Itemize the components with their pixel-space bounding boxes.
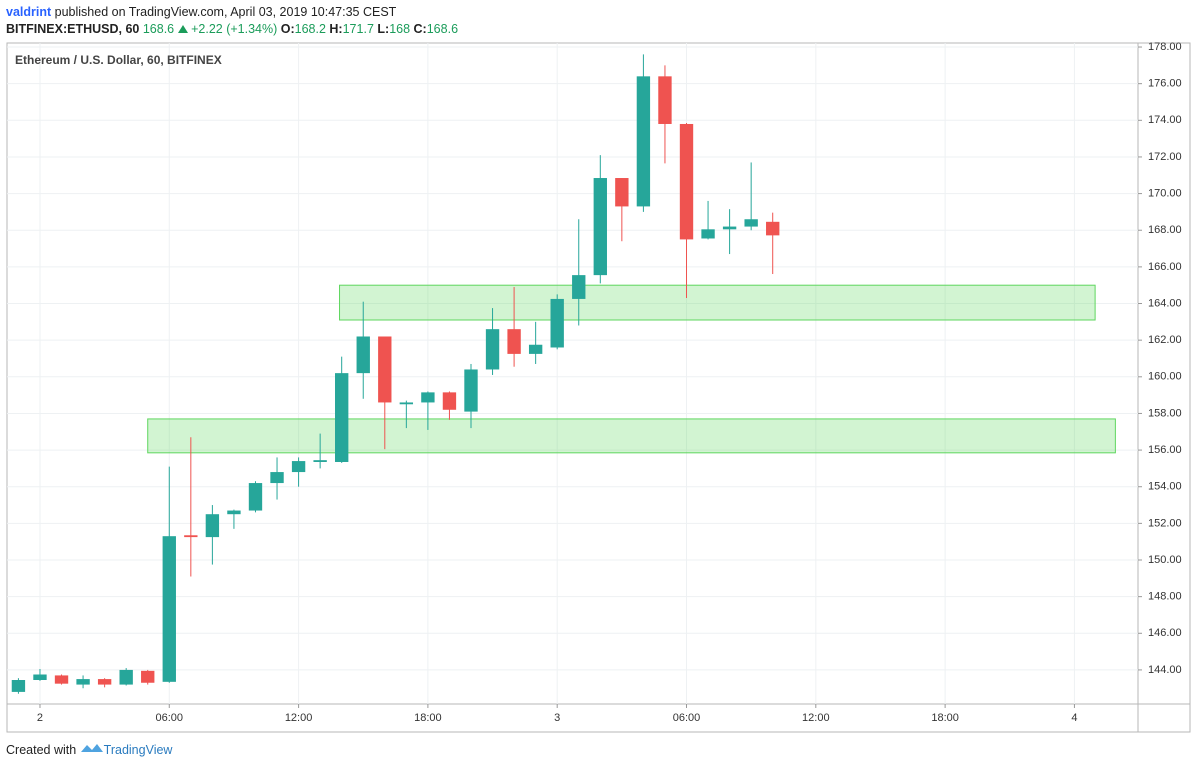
y-tick-label: 166.00 bbox=[1148, 261, 1182, 273]
candle-body bbox=[701, 229, 715, 239]
y-tick-label: 144.00 bbox=[1148, 664, 1182, 676]
y-tick-label: 170.00 bbox=[1148, 187, 1182, 199]
candle-body bbox=[227, 510, 241, 515]
candle-body bbox=[722, 226, 737, 230]
candle-body bbox=[313, 460, 327, 462]
chart-title: Ethereum / U.S. Dollar, 60, BITFINEX bbox=[15, 53, 222, 67]
y-tick-label: 162.00 bbox=[1148, 334, 1182, 346]
x-tick-label: 18:00 bbox=[931, 712, 959, 724]
candle-body bbox=[615, 178, 629, 207]
x-tick-label: 3 bbox=[554, 712, 560, 724]
candle-body bbox=[248, 483, 263, 511]
candle-body bbox=[658, 76, 672, 124]
y-tick-label: 168.00 bbox=[1148, 224, 1182, 236]
candle-body bbox=[744, 219, 758, 227]
y-tick-label: 160.00 bbox=[1148, 371, 1182, 383]
low-value: 168 bbox=[389, 22, 411, 36]
x-tick-label: 4 bbox=[1071, 712, 1077, 724]
y-tick-label: 158.00 bbox=[1148, 407, 1182, 419]
y-tick-label: 178.00 bbox=[1148, 41, 1182, 53]
y-tick-label: 152.00 bbox=[1148, 517, 1182, 529]
candle-body bbox=[11, 680, 26, 692]
symbol-line: BITFINEX:ETHUSD, 60 168.6 +2.22 (+1.34%)… bbox=[6, 22, 458, 36]
grid bbox=[7, 43, 1138, 704]
last-price: 168.6 bbox=[142, 22, 175, 36]
candle-body bbox=[76, 679, 90, 685]
x-tick-label: 18:00 bbox=[414, 712, 442, 724]
candle-body bbox=[528, 344, 543, 354]
y-tick-label: 156.00 bbox=[1148, 444, 1182, 456]
tv-brand[interactable]: TradingView bbox=[103, 743, 173, 757]
candle-body bbox=[119, 669, 133, 685]
open-label: O: bbox=[280, 22, 295, 36]
candle-body bbox=[550, 298, 564, 348]
x-tick-label: 06:00 bbox=[156, 712, 184, 724]
candle-body bbox=[54, 675, 69, 684]
chart-frame bbox=[6, 42, 1191, 733]
y-tick-label: 174.00 bbox=[1148, 114, 1182, 126]
y-tick-label: 176.00 bbox=[1148, 78, 1182, 90]
change: +2.22 (+1.34%) bbox=[191, 22, 278, 36]
y-tick-label: 148.00 bbox=[1148, 591, 1182, 603]
candle-body bbox=[162, 536, 176, 682]
candle-body bbox=[679, 123, 694, 240]
candle-body bbox=[184, 535, 198, 538]
created-with: Created with bbox=[6, 743, 77, 757]
y-tick-label: 154.00 bbox=[1148, 481, 1182, 493]
up-arrow bbox=[177, 25, 188, 33]
close-value: 168.6 bbox=[426, 22, 459, 36]
candle-body bbox=[33, 674, 47, 681]
y-tick-label: 172.00 bbox=[1148, 151, 1182, 163]
candle-body bbox=[572, 275, 586, 299]
candle-body bbox=[335, 373, 349, 462]
high-value: 171.7 bbox=[342, 22, 374, 36]
author[interactable]: valdrint bbox=[6, 5, 52, 19]
close-label: C: bbox=[413, 22, 427, 36]
y-tick-label: 150.00 bbox=[1148, 554, 1182, 566]
symbol: BITFINEX:ETHUSD, 60 bbox=[6, 22, 140, 36]
candle-body bbox=[97, 679, 112, 685]
x-tick-label: 12:00 bbox=[285, 712, 313, 724]
zone bbox=[147, 418, 1116, 454]
candle-body bbox=[766, 221, 780, 236]
candle-body bbox=[141, 670, 155, 683]
candle-body bbox=[442, 392, 457, 410]
candle-body bbox=[507, 329, 521, 354]
y-tick-label: 146.00 bbox=[1148, 627, 1182, 639]
footer: Created with TradingView bbox=[6, 742, 172, 757]
candle-body bbox=[291, 461, 306, 473]
tv-logo bbox=[80, 744, 103, 752]
zone bbox=[339, 284, 1096, 321]
open-value: 168.2 bbox=[294, 22, 326, 36]
x-tick-label: 12:00 bbox=[802, 712, 830, 724]
candle-body bbox=[464, 369, 478, 412]
y-tick-label: 164.00 bbox=[1148, 297, 1182, 309]
candle-body bbox=[485, 329, 500, 370]
publish-line: valdrint published on TradingView.com, A… bbox=[6, 5, 396, 19]
candle-body bbox=[636, 76, 651, 207]
low-label: L: bbox=[377, 22, 390, 36]
candle-body bbox=[270, 472, 284, 484]
candle-body bbox=[378, 336, 392, 403]
high-label: H: bbox=[329, 22, 343, 36]
candle-body bbox=[356, 336, 370, 374]
candle-body bbox=[421, 392, 435, 403]
axes: 144.00 146.00 148.00 150.00 152.00 154.00 156.… bbox=[37, 41, 1182, 724]
zones bbox=[147, 284, 1116, 454]
candle-body bbox=[593, 178, 607, 276]
published-text: published on TradingView.com, April 03, … bbox=[54, 5, 397, 19]
candle-body bbox=[399, 402, 414, 405]
x-tick-label: 06:00 bbox=[673, 712, 701, 724]
x-tick-label: 2 bbox=[37, 712, 43, 724]
candle-body bbox=[205, 514, 220, 538]
candles bbox=[11, 54, 780, 694]
